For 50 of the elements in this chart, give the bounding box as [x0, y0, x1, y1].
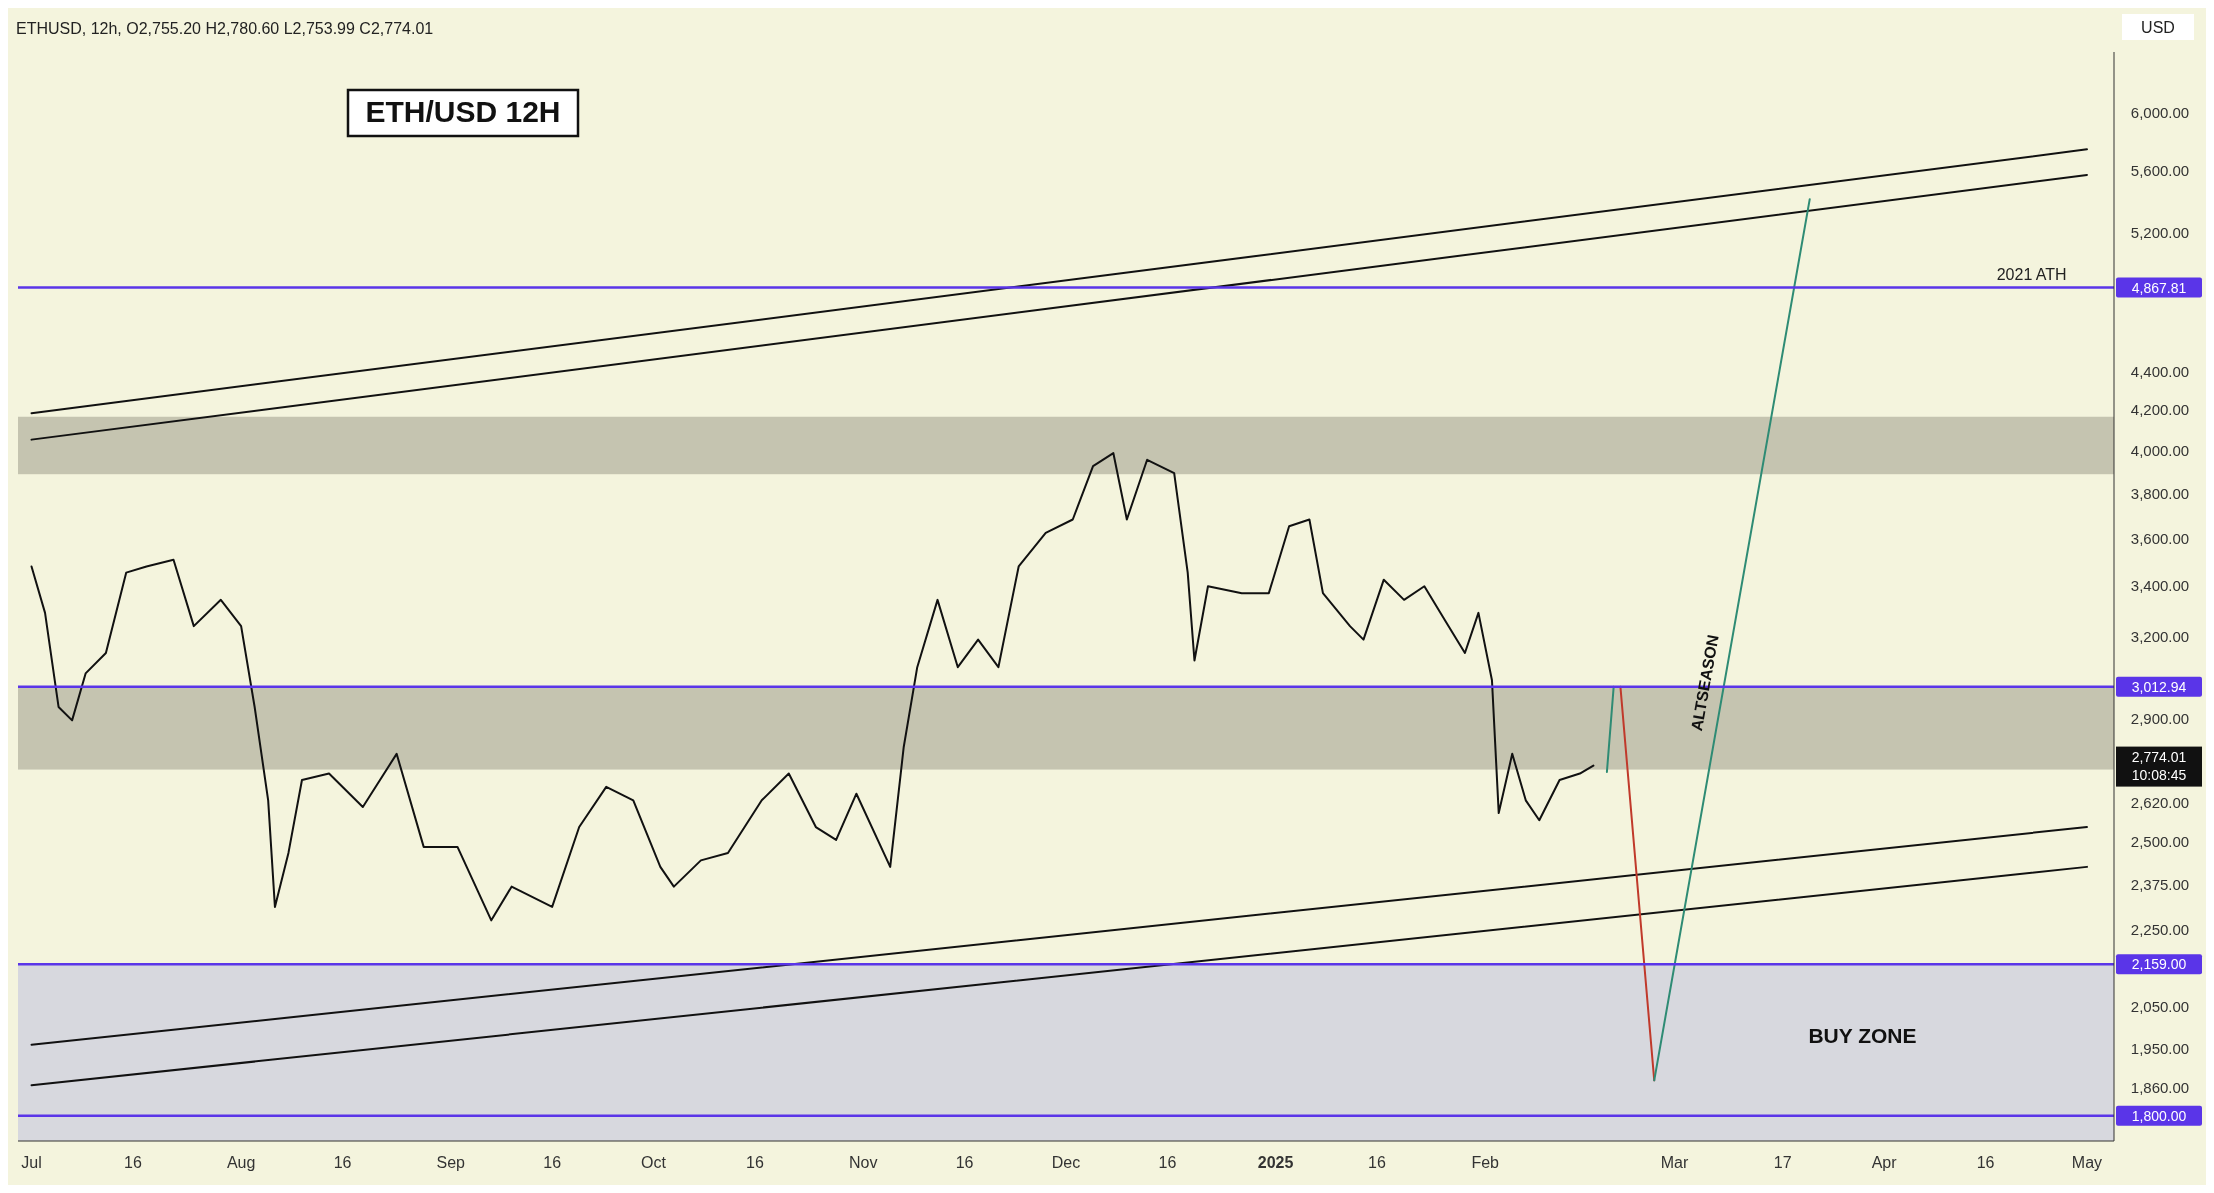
y-tick-label: 3,200.00 — [2130, 627, 2190, 645]
y-tick-label: 3,400.00 — [2130, 577, 2190, 595]
y-tick-label: 4,000.00 — [2130, 441, 2190, 459]
y-tick-label: 2,900.00 — [2130, 709, 2190, 727]
x-tick-label: Jul — [21, 1154, 42, 1171]
annotation: 2021 ATH — [1996, 265, 2067, 283]
line-series — [30, 452, 1595, 922]
x-tick-label: 16 — [333, 1154, 352, 1171]
y-tick-label: 6,000.00 — [2130, 104, 2190, 122]
x-tick-label: 17 — [1773, 1154, 1792, 1171]
x-tick-label: May — [2071, 1154, 2103, 1171]
y-tick-label: 1,860.00 — [2130, 1079, 2190, 1097]
x-tick-label: 16 — [1158, 1154, 1177, 1171]
x-tick-label: Oct — [641, 1154, 667, 1171]
y-tick-label: 4,200.00 — [2130, 401, 2190, 419]
ref-line-label: 4,867.81 — [2131, 279, 2187, 296]
y-axis-title: USD — [2141, 19, 2175, 36]
text: ETH/USD 12H — [365, 95, 561, 128]
x-tick-label: 16 — [1976, 1154, 1995, 1171]
x-tick-label: Mar — [1660, 1154, 1689, 1171]
text: 10:08:45 — [2131, 766, 2187, 783]
ref-line-label: 1,800.00 — [2131, 1107, 2187, 1124]
y-tick-label: 5,600.00 — [2130, 161, 2190, 179]
y-tick-label: 3,800.00 — [2130, 484, 2190, 502]
y-tick-label: 2,500.00 — [2130, 833, 2190, 851]
x-tick-label: 16 — [543, 1154, 562, 1171]
y-tick-label: 3,600.00 — [2130, 529, 2190, 547]
y-tick-label: 4,400.00 — [2130, 362, 2190, 380]
x-tick-label: Dec — [1051, 1154, 1081, 1171]
y-tick-label: 2,375.00 — [2130, 875, 2190, 893]
x-tick-label: 16 — [124, 1154, 142, 1171]
x-tick-label: Sep — [436, 1154, 466, 1171]
text: 2,774.01 — [2131, 748, 2187, 765]
x-tick-label: Nov — [848, 1154, 878, 1171]
x-tick-label: 16 — [1368, 1154, 1387, 1171]
chart-subtitle: ETHUSD, 12h, O2,755.20 H2,780.60 L2,753.99 C2,774.01 — [16, 20, 434, 37]
y-tick-label: 5,200.00 — [2130, 223, 2190, 241]
ref-line-label: 2,159.00 — [2131, 956, 2187, 973]
y-tick-label: 2,250.00 — [2130, 920, 2190, 938]
x-tick-label: 2025 — [1257, 1154, 1294, 1171]
x-tick-label: 16 — [746, 1154, 764, 1171]
y-tick-label: 2,620.00 — [2130, 794, 2190, 812]
y-tick-label: 2,050.00 — [2130, 998, 2190, 1016]
x-tick-label: Feb — [1471, 1154, 1500, 1171]
ref-line-label: 3,012.94 — [2131, 678, 2187, 695]
x-tick-label: 16 — [955, 1154, 974, 1171]
band-label: BUY ZONE — [1808, 1023, 1917, 1047]
y-tick-label: 1,950.00 — [2130, 1040, 2190, 1058]
x-tick-label: Apr — [1871, 1154, 1898, 1171]
x-tick-label: Aug — [226, 1154, 256, 1171]
